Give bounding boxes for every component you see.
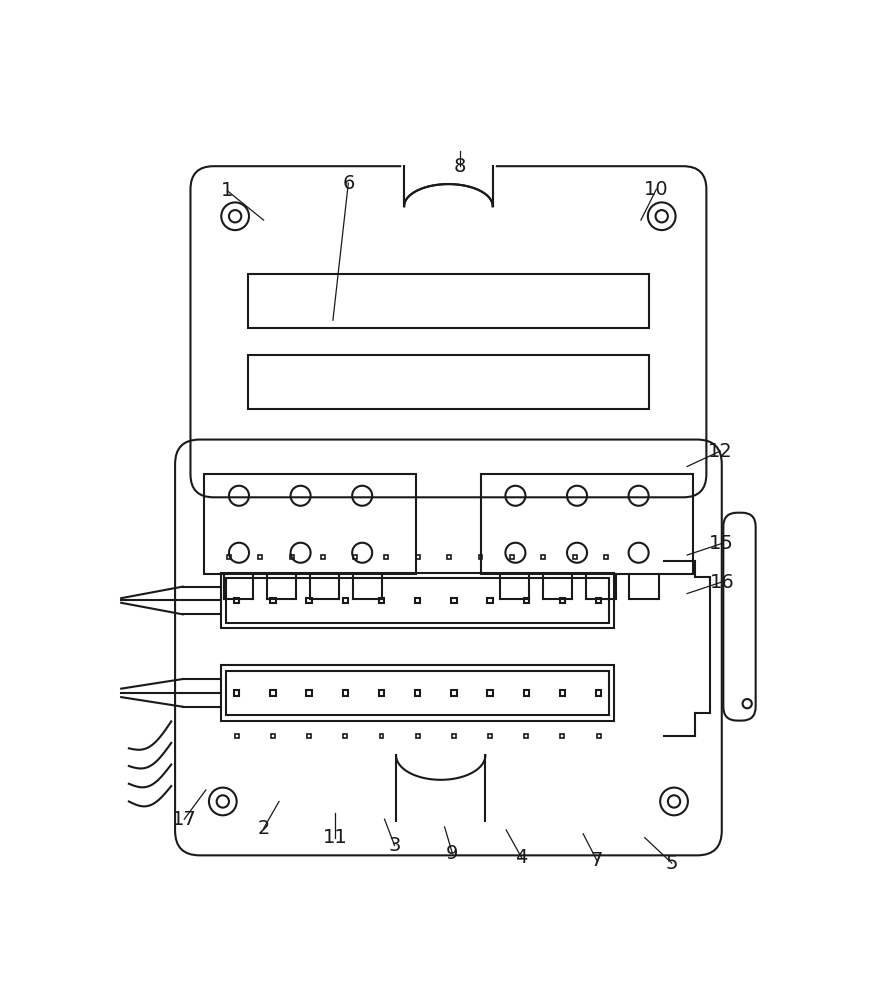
Bar [344,734,347,738]
Bar [321,555,325,559]
Text: 9: 9 [446,844,458,863]
Bar [226,671,610,715]
Text: 3: 3 [388,836,401,855]
Bar [415,690,420,696]
Bar [596,598,602,603]
Bar [205,474,417,574]
Bar [541,555,546,559]
Bar [488,734,492,738]
Bar [379,598,384,603]
Bar [258,555,263,559]
Bar [271,598,276,603]
Text: 16: 16 [709,572,734,591]
Text: 17: 17 [172,810,197,829]
Bar [451,690,457,696]
Text: 5: 5 [666,854,678,873]
Text: 15: 15 [709,534,734,553]
Bar [451,598,457,603]
Bar [271,734,275,738]
Bar [479,555,482,559]
Bar [481,474,692,574]
Text: 7: 7 [591,851,603,870]
Text: 6: 6 [342,174,354,193]
Bar [226,578,610,623]
Bar [416,555,419,559]
Bar [561,734,564,738]
Bar [488,598,493,603]
Bar [384,555,388,559]
Bar [222,573,614,628]
Bar [488,690,493,696]
Bar [343,690,348,696]
Text: 8: 8 [454,157,466,176]
Bar [510,555,514,559]
Bar [596,734,601,738]
Text: 12: 12 [708,442,732,461]
Text: 11: 11 [323,828,348,847]
Bar [352,555,357,559]
Text: 4: 4 [515,848,528,867]
Bar [379,690,384,696]
Bar [343,598,348,603]
Bar [307,734,311,738]
Text: 1: 1 [222,181,233,200]
Bar [248,274,649,328]
Bar [596,690,602,696]
Bar [235,734,239,738]
Text: 10: 10 [644,180,668,199]
Bar [379,734,384,738]
Bar [234,598,239,603]
Bar [523,598,529,603]
Bar [560,598,565,603]
Bar [415,598,420,603]
Bar [573,555,577,559]
Bar [234,690,239,696]
Bar [416,734,419,738]
Bar [290,555,294,559]
Bar [560,690,565,696]
Bar [248,355,649,409]
Bar [524,734,528,738]
Bar [271,690,276,696]
Bar [447,555,451,559]
Bar [306,690,312,696]
Bar [452,734,456,738]
Bar [227,555,231,559]
Bar [306,598,312,603]
Text: 2: 2 [257,819,270,838]
Bar [604,555,608,559]
Bar [222,665,614,721]
Bar [523,690,529,696]
